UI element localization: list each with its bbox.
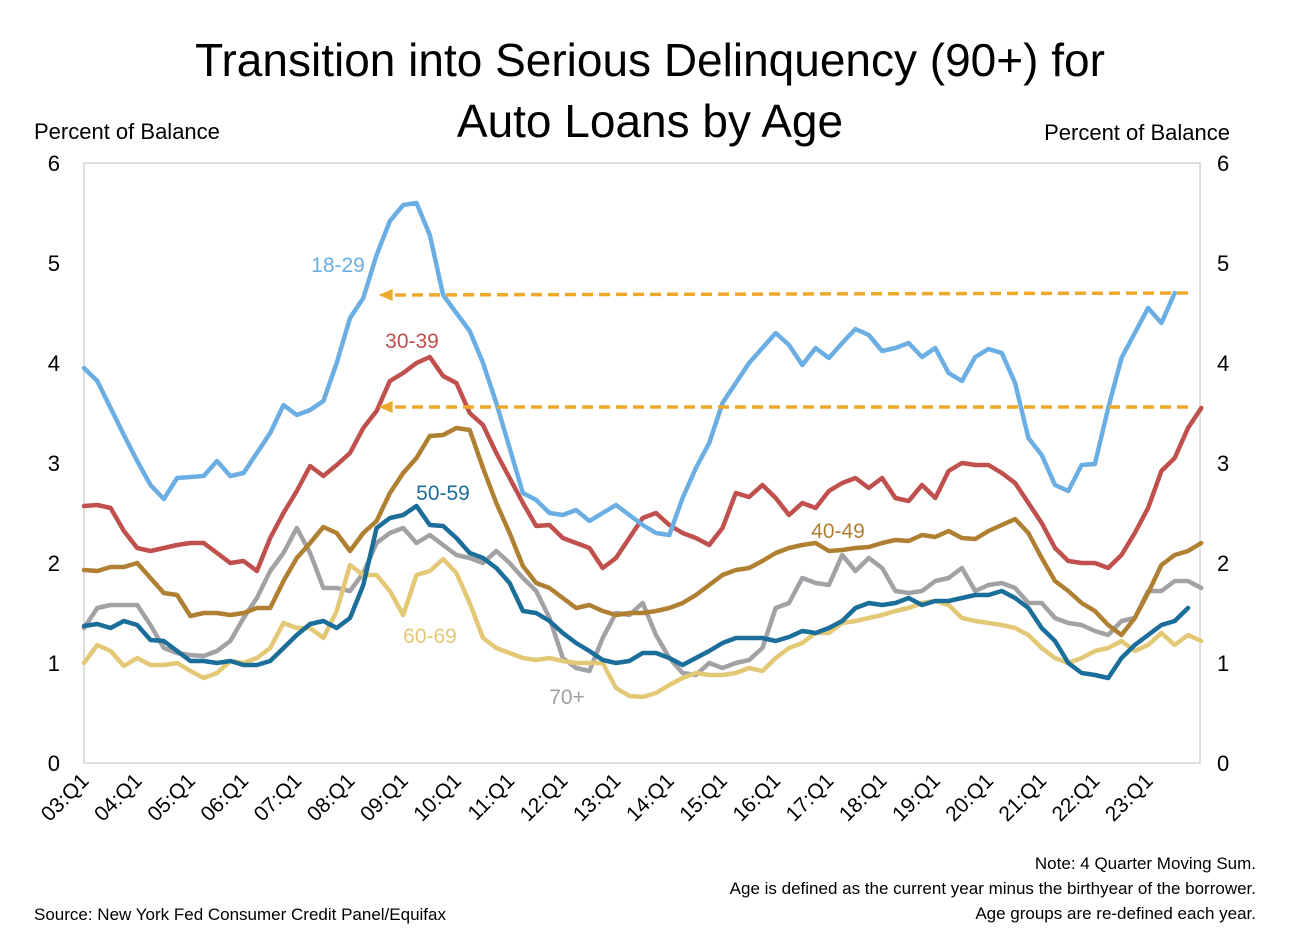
y-tick-left: 3 <box>48 451 60 476</box>
y-tick-left: 6 <box>48 151 60 176</box>
series-line-30-39 <box>81 354 1204 574</box>
y-tick-right: 2 <box>1217 551 1229 576</box>
x-tick-label: 03:Q1 <box>37 769 94 826</box>
chart-title-line-2: Auto Loans by Age <box>457 95 843 147</box>
left-axis-label: Percent of Balance <box>34 119 220 144</box>
y-tick-left: 5 <box>48 251 60 276</box>
x-tick-label: 07:Q1 <box>250 769 307 826</box>
x-tick-label: 11:Q1 <box>464 769 520 825</box>
y-tick-left: 1 <box>48 651 60 676</box>
y-tick-right: 3 <box>1217 451 1229 476</box>
comparison-arrowhead-2 <box>378 401 393 413</box>
x-tick-label: 14:Q1 <box>622 769 679 826</box>
note-line-3: Age groups are re-defined each year. <box>975 904 1256 923</box>
note-line-1: Note: 4 Quarter Moving Sum. <box>1035 854 1256 873</box>
x-tick-label: 22:Q1 <box>1048 769 1105 826</box>
x-tick-label: 15:Q1 <box>675 769 732 826</box>
y-tick-right: 0 <box>1217 751 1229 776</box>
x-tick-label: 08:Q1 <box>303 769 360 826</box>
x-tick-label: 19:Q1 <box>888 769 945 826</box>
series-label-40-49: 40-49 <box>811 520 865 543</box>
x-tick-label: 06:Q1 <box>196 769 253 826</box>
series-line-60-69 <box>81 556 1204 700</box>
source-note: Source: New York Fed Consumer Credit Pan… <box>34 905 446 924</box>
series-line-18-29 <box>81 200 1177 538</box>
comparison-arrowhead-1 <box>378 289 393 301</box>
y-tick-left: 2 <box>48 551 60 576</box>
right-axis-label: Percent of Balance <box>1044 120 1230 145</box>
series-line-70+ <box>81 525 1204 678</box>
y-tick-right: 6 <box>1217 151 1229 176</box>
y-tick-left: 0 <box>48 751 60 776</box>
y-tick-left: 4 <box>48 351 60 376</box>
series-line-40-49 <box>81 425 1204 638</box>
x-tick-label: 12:Q1 <box>516 769 573 826</box>
y-tick-right: 5 <box>1217 251 1229 276</box>
y-tick-right: 1 <box>1217 651 1229 676</box>
x-tick-label: 20:Q1 <box>941 769 998 826</box>
x-tick-label: 09:Q1 <box>356 769 413 826</box>
series-label-30-39: 30-39 <box>385 330 439 353</box>
note-line-2: Age is defined as the current year minus… <box>730 879 1256 898</box>
series-label-18-29: 18-29 <box>311 254 365 277</box>
series-label-70+: 70+ <box>549 686 585 709</box>
series-line-50-59 <box>81 503 1191 681</box>
comparison-arrow-1 <box>388 291 1189 297</box>
x-tick-label: 16:Q1 <box>728 769 785 826</box>
series-label-60-69: 60-69 <box>403 625 457 648</box>
series-label-50-59: 50-59 <box>416 482 470 505</box>
x-tick-label: 05:Q1 <box>143 769 200 826</box>
x-tick-label: 13:Q1 <box>569 769 626 826</box>
y-tick-right: 4 <box>1217 351 1229 376</box>
chart-title-line-1: Transition into Serious Delinquency (90+… <box>195 34 1105 86</box>
x-tick-label: 21:Q1 <box>994 769 1051 826</box>
x-tick-label: 17:Q1 <box>782 769 839 826</box>
x-tick-label: 04:Q1 <box>90 769 147 826</box>
x-tick-label: 23:Q1 <box>1101 769 1158 826</box>
plot-frame <box>83 162 1201 764</box>
x-tick-label: 18:Q1 <box>835 769 892 826</box>
x-tick-label: 10:Q1 <box>409 769 466 826</box>
